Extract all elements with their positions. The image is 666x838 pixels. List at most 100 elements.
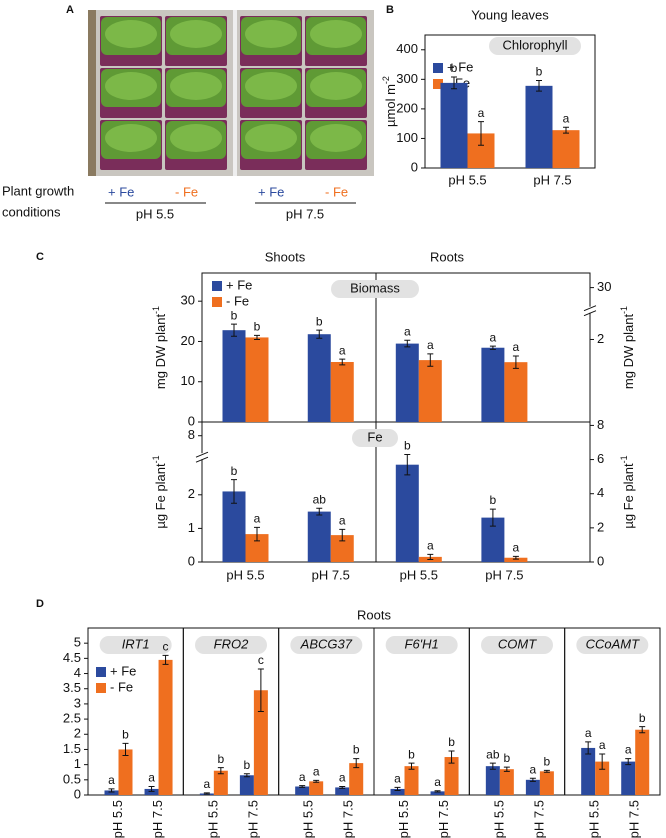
condition-label: Plant growth xyxy=(2,183,74,198)
x-tick-label: pH 7.5 xyxy=(485,567,523,582)
error-bar xyxy=(404,453,411,476)
bar xyxy=(239,775,254,795)
x-tick-label: pH 5.5 xyxy=(205,800,220,838)
axis-break-gap xyxy=(195,453,209,460)
x-tick-label: pH 5.5 xyxy=(448,172,486,187)
plants xyxy=(310,124,362,152)
error-bar xyxy=(448,750,455,764)
error-bar xyxy=(339,785,346,789)
legend-label: + Fe xyxy=(447,59,473,74)
bar xyxy=(222,491,246,562)
plants xyxy=(170,124,222,152)
annotation: Fe xyxy=(367,429,382,444)
x-tick-label: pH 7.5 xyxy=(150,800,165,838)
bar xyxy=(395,343,419,422)
annotation: Biomass xyxy=(350,280,400,295)
error-bar xyxy=(625,758,632,766)
plants xyxy=(245,20,297,48)
bar xyxy=(485,766,500,795)
significance-letter: a xyxy=(625,743,632,757)
significance-letter: a xyxy=(313,765,320,779)
error-bar xyxy=(316,507,323,516)
significance-letter: b xyxy=(122,728,129,742)
x-tick-label: pH 5.5 xyxy=(491,800,506,838)
x-tick-label: pH 7.5 xyxy=(627,800,642,838)
significance-letter: a xyxy=(490,330,497,344)
bar xyxy=(118,749,133,795)
y-tick-label: 8 xyxy=(188,427,195,442)
y-axis-label-text: mg DW plant xyxy=(153,314,168,390)
panel-letter: A xyxy=(66,4,74,16)
y-tick-label: 4 xyxy=(74,665,81,680)
legend-swatch xyxy=(96,683,106,693)
significance-letter: b xyxy=(448,735,455,749)
x-tick-label: pH 7.5 xyxy=(531,800,546,838)
x-tick-label: pH 7.5 xyxy=(436,800,451,838)
plants xyxy=(245,72,297,100)
panel-letter: C xyxy=(36,251,44,263)
error-bar xyxy=(299,785,306,788)
bar xyxy=(525,779,540,795)
error-bar xyxy=(489,345,496,350)
photo xyxy=(88,10,374,176)
axis-break xyxy=(195,451,209,463)
x-tick-label: pH 5.5 xyxy=(396,800,411,838)
bar xyxy=(418,360,442,422)
y-axis-label-text: µg Fe plant xyxy=(621,463,636,529)
bar xyxy=(499,769,514,795)
error-bar xyxy=(313,779,320,783)
x-tick-label: pH 7.5 xyxy=(341,800,356,838)
y-axis-label-sup: -1 xyxy=(619,306,629,314)
significance-letter: b xyxy=(639,711,646,725)
error-bar xyxy=(512,555,519,560)
significance-letter: a xyxy=(585,726,592,740)
bar xyxy=(404,766,419,795)
treatment-label: - Fe xyxy=(325,184,348,199)
y-tick-label: 4 xyxy=(597,485,604,500)
y-tick-label: 2 xyxy=(597,519,604,534)
annotation-pill xyxy=(352,429,398,447)
y-tick-label: 3.5 xyxy=(63,680,81,695)
significance-letter: b xyxy=(217,752,224,766)
y-tick-label: 2 xyxy=(188,486,195,501)
y-tick-label: 6 xyxy=(597,451,604,466)
significance-letter: a xyxy=(254,512,261,526)
group-label: pH 5.5 xyxy=(136,206,174,221)
error-bar xyxy=(108,788,115,793)
bar xyxy=(595,761,610,795)
error-bar xyxy=(203,792,210,795)
annotation: Chlorophyll xyxy=(502,37,567,52)
error-bar xyxy=(489,762,496,770)
x-tick-label: pH 7.5 xyxy=(245,800,260,838)
y-tick-label: 30 xyxy=(597,279,611,294)
plants xyxy=(310,20,362,48)
annotation-pill xyxy=(195,636,267,654)
significance-letter: a xyxy=(513,541,520,555)
error-bar xyxy=(451,76,457,90)
significance-letter: a xyxy=(299,770,306,784)
photo-edge xyxy=(88,10,96,176)
group-title: Shoots xyxy=(265,249,306,264)
significance-letter: a xyxy=(148,771,155,785)
annotation-pill xyxy=(481,636,553,654)
significance-letter: b xyxy=(404,439,411,453)
plants xyxy=(105,124,157,152)
annotation: CCoAMT xyxy=(586,636,641,651)
y-axis-label-text: µmol m xyxy=(383,84,398,127)
plants xyxy=(170,72,222,100)
y-tick-label: 2 xyxy=(74,726,81,741)
error-bar xyxy=(503,766,510,772)
significance-letter: a xyxy=(513,340,520,354)
y-tick-label: 20 xyxy=(181,333,195,348)
bar xyxy=(539,771,554,795)
legend-label: - Fe xyxy=(110,679,133,694)
y-tick-label: 2 xyxy=(597,331,604,346)
error-bar xyxy=(353,758,360,769)
y-axis-label-text: mg DW plant xyxy=(621,314,636,390)
significance-letter: b xyxy=(408,747,415,761)
annotation: ABCG37 xyxy=(300,636,353,651)
y-axis-label-sup: -2 xyxy=(381,76,391,84)
plants xyxy=(105,20,157,48)
annotation-pill xyxy=(290,636,363,654)
